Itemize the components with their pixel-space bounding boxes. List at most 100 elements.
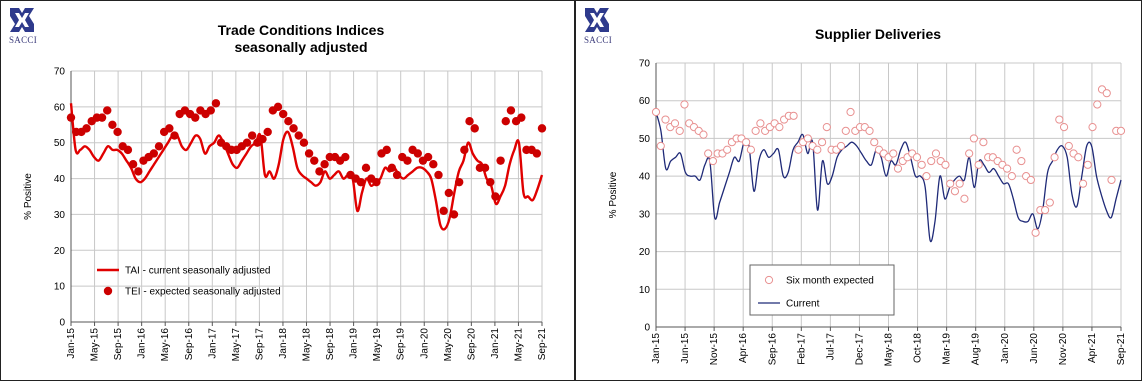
right-x-tick-label: Jun-15 [680, 333, 691, 364]
right-y-tick-label: 10 [639, 285, 651, 296]
right-data-point [1003, 164, 1012, 173]
left-x-tick-label: May-21 [513, 328, 524, 362]
right-data-point [1040, 205, 1050, 215]
left-data-point [413, 149, 422, 158]
left-y-tick-label: 0 [59, 318, 65, 329]
left-data-point [123, 145, 133, 155]
left-legend-label: TEI - expected seasonally adjusted [125, 287, 281, 298]
sacci-logo: SACCI [7, 5, 37, 45]
right-y-tick-label: 60 [639, 96, 651, 107]
right-data-point [1116, 126, 1126, 135]
right-data-point [927, 156, 936, 166]
left-data-point [154, 142, 164, 151]
right-data-point [1055, 115, 1064, 124]
sacci-logo: SACCI [582, 5, 612, 45]
right-x-tick-label: Nov-15 [709, 333, 720, 366]
left-data-point [113, 127, 122, 137]
right-data-point [912, 153, 922, 162]
right-data-point [1088, 123, 1097, 132]
right-legend-label: Six month expected [786, 276, 874, 287]
left-title: Trade Conditions Indices [218, 22, 385, 38]
right-data-point [841, 126, 850, 135]
right-data-point [1045, 198, 1054, 207]
right-data-point [1059, 123, 1069, 132]
right-x-tick-label: Jan-20 [1000, 333, 1011, 364]
left-data-point [284, 117, 293, 126]
left-x-tick-label: Sep-18 [325, 328, 336, 361]
left-data-point [491, 192, 500, 201]
right-x-tick-label: Apr-21 [1087, 333, 1098, 363]
left-y-tick-label: 30 [54, 210, 66, 221]
left-data-point [149, 149, 159, 158]
right-data-point [822, 123, 831, 132]
left-data-point [460, 145, 469, 155]
left-data-point [294, 131, 303, 140]
left-data-point [532, 149, 542, 158]
right-data-point [955, 179, 964, 188]
left-y-tick-label: 70 [54, 67, 66, 78]
right-data-point [699, 130, 708, 139]
right-data-point [931, 149, 941, 158]
left-legend-label: TAI - current seasonally adjusted [125, 266, 270, 277]
right-data-point [1064, 141, 1073, 151]
right-data-point [742, 138, 751, 147]
left-x-tick-label: May-16 [160, 328, 171, 362]
chart-supplier-deliveries: Supplier Deliveries 0 10 20 30 40 50 60 70 Jan-15… [608, 26, 1127, 366]
left-y-tick-label: 10 [54, 282, 66, 293]
left-data-point [263, 127, 272, 137]
left-data-point [517, 113, 526, 122]
right-data-point [789, 111, 798, 120]
left-x-tick-label: Sep-20 [466, 328, 477, 361]
left-data-point [279, 109, 288, 119]
right-data-point [1031, 228, 1040, 237]
sacci-logo-mark-icon [10, 8, 34, 32]
left-x-tick-label: May-20 [443, 328, 454, 362]
right-data-point [775, 123, 784, 132]
right-data-point [870, 138, 879, 147]
left-y-tick-label: 60 [54, 102, 66, 113]
sacci-logo-text: SACCI [583, 35, 612, 45]
left-data-point [470, 124, 479, 133]
left-y-axis-title: % Positive [23, 173, 34, 220]
right-data-point [1078, 179, 1088, 188]
right-x-tick-label: Sep-16 [767, 333, 778, 366]
left-x-tick-label: Jan-16 [137, 328, 148, 359]
left-x-tick-label: Jan-18 [278, 328, 289, 359]
left-data-point [103, 106, 112, 115]
right-data-point [751, 126, 760, 135]
left-x-tick-label: Sep-19 [396, 328, 407, 361]
left-data-point [372, 177, 381, 187]
left-data-point [501, 117, 510, 126]
right-legend-label: Current [786, 299, 820, 310]
left-x-tick-label: Jan-21 [490, 328, 501, 359]
left-data-point [423, 152, 433, 162]
right-x-tick-label: Dec-17 [854, 333, 865, 366]
right-data-point [1083, 160, 1092, 169]
right-data-point [1074, 153, 1083, 162]
left-x-tick-label: Jan-15 [66, 328, 77, 359]
right-data-point [889, 149, 898, 158]
left-data-point [429, 160, 438, 169]
chart-panel-supplier-deliveries: SACCI Supplier Deliveries 0 10 20 30 40 50 60 70… [575, 0, 1142, 381]
right-y-tick-label: 0 [644, 323, 650, 334]
right-data-point [974, 160, 983, 169]
left-data-point [206, 106, 215, 115]
right-data-point [1107, 175, 1116, 185]
right-data-point [803, 134, 812, 143]
left-data-point [444, 188, 454, 198]
left-data-point [449, 210, 459, 219]
right-x-tick-label: Nov-20 [1058, 333, 1069, 366]
left-data-point [392, 170, 402, 180]
left-data-point [289, 124, 298, 133]
right-data-point [979, 138, 988, 147]
left-data-point [537, 124, 547, 133]
right-data-point [1007, 172, 1016, 181]
right-data-point [846, 107, 855, 117]
left-data-point [242, 138, 252, 147]
left-y-tick-label: 50 [54, 138, 66, 149]
sacci-logo-mark-icon [585, 8, 609, 32]
right-legend-box [749, 264, 895, 316]
right-data-point [817, 138, 827, 147]
right-data-point [1093, 100, 1102, 109]
left-data-point [258, 134, 267, 144]
